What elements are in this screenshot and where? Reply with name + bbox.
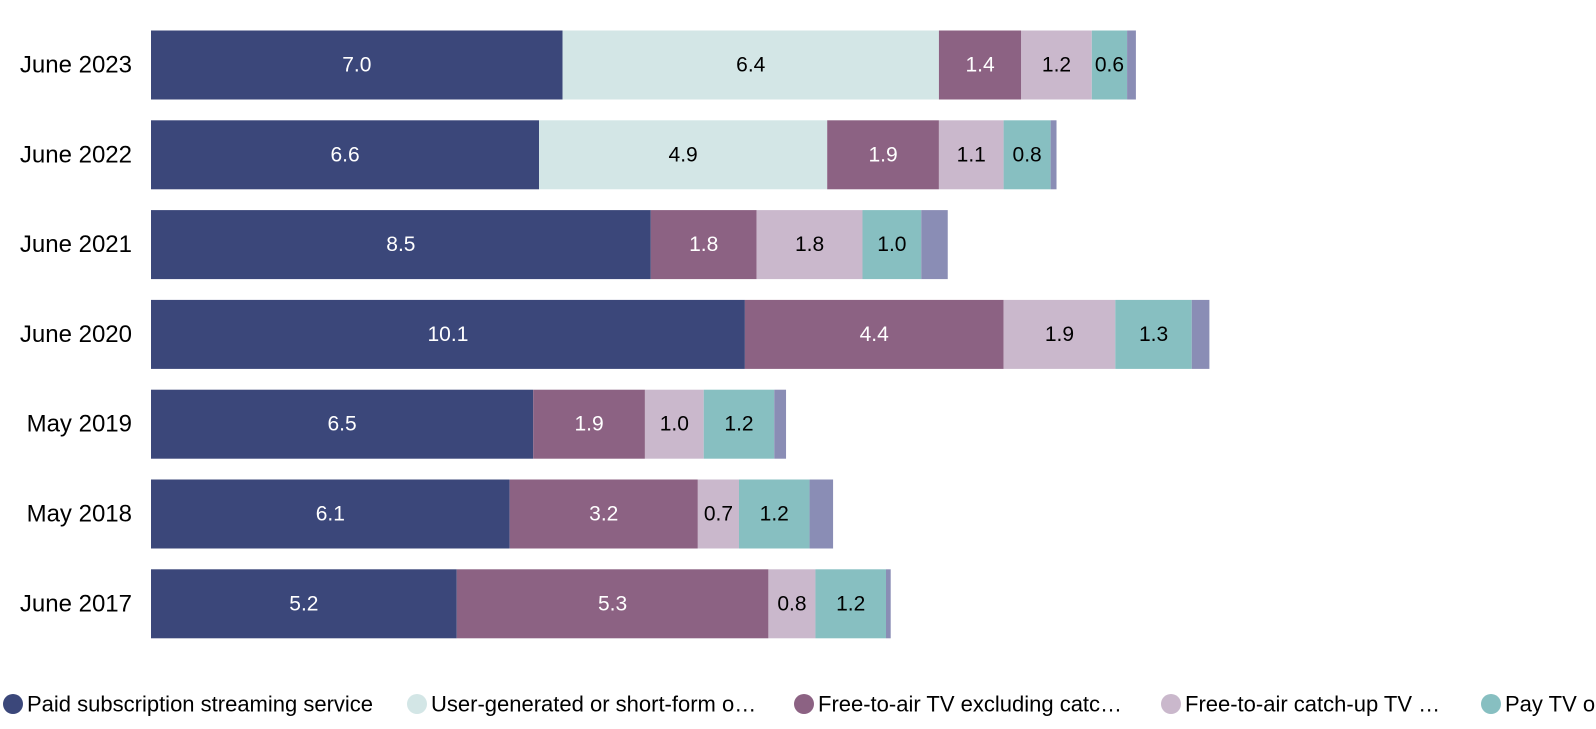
bar-segment-june-2022-series-0	[151, 120, 540, 190]
legend-swatch-paid-subscription-streaming-service	[3, 694, 23, 714]
legend-item-paid-subscription-streaming-service[interactable]: Paid subscription streaming service	[3, 692, 373, 717]
bar-segment-june-2023-series-2	[938, 30, 1022, 100]
data-label-june-2021-series-2: 1.8	[689, 233, 718, 256]
bar-segment-june-2017-series-3	[768, 569, 816, 639]
data-label-june-2020-series-3: 1.9	[1045, 323, 1074, 346]
bar-segment-june-2017-series-5	[886, 569, 891, 639]
category-label-june-2020: June 2020	[20, 321, 132, 348]
bar-segment-june-2021-series-5	[921, 210, 948, 280]
legend: Paid subscription streaming service User-…	[3, 692, 1595, 717]
data-label-may-2018-series-0: 6.1	[316, 503, 345, 526]
bar-segment-june-2023-series-1	[562, 30, 939, 100]
legend-swatch-free-to-air-catch-up-tv	[1161, 694, 1181, 714]
data-label-june-2023-series-1: 6.4	[736, 54, 766, 77]
data-labels-layer: 7.0 6.4 1.4 1.2 0.6 6.6 4.9 1.9 1.1 0.8 8.5 1.8 1.8 1…	[289, 54, 1168, 616]
data-label-june-2017-series-3: 0.8	[777, 592, 806, 615]
bar-segment-june-2021-series-4	[862, 210, 922, 280]
category-label-june-2023: June 2023	[20, 52, 132, 79]
data-label-may-2018-series-3: 0.7	[704, 503, 733, 526]
category-label-june-2021: June 2021	[20, 231, 132, 258]
data-label-may-2019-series-3: 1.0	[660, 413, 689, 436]
data-label-june-2022-series-1: 4.9	[669, 143, 698, 166]
data-label-june-2021-series-4: 1.0	[877, 233, 906, 256]
legend-item-user-generated-or-short-form-o[interactable]: User-generated or short-form o…	[407, 692, 756, 717]
data-label-june-2021-series-3: 1.8	[795, 233, 824, 256]
data-label-june-2023-series-3: 1.2	[1042, 54, 1071, 77]
data-label-june-2020-series-0: 10.1	[428, 323, 469, 346]
data-label-june-2023-series-4: 0.6	[1095, 54, 1124, 77]
bar-segment-june-2021-series-0	[151, 210, 651, 280]
bar-segment-may-2019-series-2	[533, 389, 645, 459]
bar-segment-june-2017-series-2	[456, 569, 769, 639]
data-label-june-2022-series-3: 1.1	[957, 143, 986, 166]
bar-segment-may-2019-series-3	[644, 389, 704, 459]
bar-segment-june-2020-series-4	[1115, 299, 1192, 369]
legend-swatch-user-generated-or-short-form-o	[407, 694, 427, 714]
bar-segment-june-2022-series-2	[827, 120, 939, 190]
legend-label-pay-tv-o: Pay TV o	[1505, 692, 1595, 717]
legend-swatch-pay-tv-o	[1481, 694, 1501, 714]
data-label-june-2023-series-2: 1.4	[965, 54, 995, 77]
bar-segment-may-2018-series-3	[697, 479, 739, 549]
bar-segment-june-2022-series-3	[938, 120, 1004, 190]
data-label-june-2020-series-2: 4.4	[860, 323, 890, 346]
bar-segment-may-2019-series-0	[151, 389, 534, 459]
bar-segment-may-2019-series-5	[774, 389, 787, 459]
bar-segment-june-2022-series-5	[1050, 120, 1057, 190]
data-label-may-2019-series-0: 6.5	[327, 413, 356, 436]
data-label-june-2022-series-2: 1.9	[868, 143, 897, 166]
bar-segment-may-2018-series-4	[739, 479, 810, 549]
data-label-june-2017-series-2: 5.3	[598, 592, 627, 615]
data-label-june-2017-series-0: 5.2	[289, 592, 318, 615]
bar-segment-june-2021-series-3	[756, 210, 863, 280]
bar-segment-june-2023-series-5	[1127, 30, 1136, 100]
data-label-may-2019-series-4: 1.2	[724, 413, 753, 436]
legend-item-free-to-air-tv-excluding-catc[interactable]: Free-to-air TV excluding catc…	[794, 692, 1122, 717]
bar-segment-june-2021-series-2	[650, 210, 757, 280]
bar-segment-june-2020-series-2	[744, 299, 1004, 369]
legend-item-free-to-air-catch-up-tv[interactable]: Free-to-air catch-up TV …	[1161, 692, 1440, 717]
data-label-june-2022-series-4: 0.8	[1013, 143, 1042, 166]
data-label-may-2018-series-4: 1.2	[760, 503, 789, 526]
category-label-may-2018: May 2018	[27, 501, 132, 528]
legend-swatch-free-to-air-tv-excluding-catc	[794, 694, 814, 714]
data-label-june-2023-series-0: 7.0	[342, 54, 371, 77]
bar-segment-june-2020-series-0	[151, 299, 745, 369]
bar-segment-june-2023-series-0	[151, 30, 563, 100]
bar-segment-june-2022-series-1	[539, 120, 828, 190]
category-label-may-2019: May 2019	[27, 411, 132, 438]
legend-label-free-to-air-catch-up-tv: Free-to-air catch-up TV …	[1185, 692, 1440, 717]
category-label-june-2017: June 2017	[20, 590, 132, 617]
data-label-may-2018-series-2: 3.2	[589, 503, 618, 526]
bar-segment-may-2018-series-0	[151, 479, 510, 549]
bar-segment-june-2017-series-0	[151, 569, 457, 639]
data-label-june-2022-series-0: 6.6	[330, 143, 359, 166]
bars-layer	[151, 30, 1210, 639]
bar-segment-june-2023-series-3	[1021, 30, 1092, 100]
category-label-june-2022: June 2022	[20, 141, 132, 168]
bar-segment-june-2020-series-3	[1003, 299, 1116, 369]
bar-segment-may-2018-series-2	[509, 479, 698, 549]
legend-label-paid-subscription-streaming-service: Paid subscription streaming service	[27, 692, 373, 717]
legend-label-user-generated-or-short-form-o: User-generated or short-form o…	[431, 692, 756, 717]
bar-segment-june-2022-series-4	[1003, 120, 1051, 190]
data-label-june-2021-series-0: 8.5	[386, 233, 415, 256]
data-label-june-2020-series-4: 1.3	[1139, 323, 1168, 346]
bar-segment-june-2023-series-4	[1091, 30, 1128, 100]
data-label-may-2019-series-2: 1.9	[574, 413, 603, 436]
data-label-june-2017-series-4: 1.2	[836, 592, 865, 615]
category-labels-layer: June 2023 June 2022 June 2021 June 2020 May …	[20, 52, 132, 618]
bar-segment-may-2019-series-4	[703, 389, 775, 459]
legend-item-pay-tv-o[interactable]: Pay TV o	[1481, 692, 1595, 717]
bar-segment-june-2020-series-5	[1191, 299, 1210, 369]
bar-segment-may-2018-series-5	[809, 479, 834, 549]
bar-segment-june-2017-series-4	[815, 569, 886, 639]
legend-label-free-to-air-tv-excluding-catc: Free-to-air TV excluding catc…	[818, 692, 1122, 717]
